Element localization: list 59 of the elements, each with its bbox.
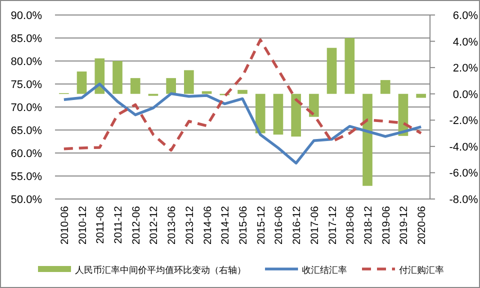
y2-tick-label: -6.0% — [449, 168, 478, 180]
bar — [416, 94, 426, 98]
x-tick-label: 2014-12 — [220, 206, 232, 245]
legend-label: 收汇结汇率 — [302, 265, 347, 275]
bar — [326, 48, 337, 94]
x-tick-label: 2015-12 — [255, 206, 268, 245]
x-tick-label: 2017-06 — [308, 206, 321, 245]
x-tick-label: 2010-12 — [76, 206, 89, 245]
bar — [273, 94, 284, 135]
bar — [344, 38, 355, 94]
x-tick-label: 2016-12 — [291, 206, 304, 245]
x-tick-label: 2018-12 — [362, 206, 374, 245]
bar — [202, 91, 212, 94]
y2-tick-label: -4.0% — [449, 141, 478, 154]
line-series — [62, 38, 422, 152]
legend-label: 付汇购汇率 — [399, 265, 444, 275]
x-tick-label: 2015-06 — [238, 206, 250, 245]
y-tick-label: 75.0% — [10, 79, 42, 91]
x-tick-label: 2011-12 — [112, 206, 124, 244]
bar — [76, 72, 87, 94]
x-tick-label: 2010-06 — [58, 206, 71, 245]
y-tick-label: 80.0% — [10, 56, 42, 68]
bar — [238, 90, 248, 94]
y2-tick-label: 6.0% — [452, 10, 478, 22]
bar — [184, 70, 194, 94]
bar — [112, 61, 122, 94]
bar — [309, 94, 319, 117]
y2-tick-label: -2.0% — [449, 115, 478, 128]
x-tick-label: 2013-12 — [184, 206, 196, 245]
bar — [255, 94, 266, 134]
y2-tick-label: 4.0% — [452, 36, 478, 48]
x-tick-label: 2017-12 — [326, 206, 339, 245]
bar — [291, 94, 301, 137]
x-tick-label: 2012-12 — [148, 206, 160, 245]
y-tick-label: 65.0% — [10, 125, 42, 137]
y2-tick-label: -8.0% — [449, 194, 478, 206]
y-tick-label: 60.0% — [10, 148, 42, 160]
y-tick-label: 50.0% — [10, 194, 42, 206]
y-tick-label: 55.0% — [10, 171, 42, 183]
x-tick-label: 2019-06 — [380, 206, 392, 245]
y-tick-label: 85.0% — [10, 33, 42, 45]
legend-label: 人民币汇率中间价平均值环比变动（右轴） — [75, 265, 246, 275]
x-tick-label: 2016-06 — [273, 206, 286, 245]
x-tick-label: 2011-06 — [94, 206, 107, 244]
bar — [362, 94, 372, 186]
x-tick-label: 2013-06 — [166, 206, 178, 245]
bar — [380, 80, 390, 94]
line-series — [62, 82, 422, 164]
x-tick-label: 2020-06 — [416, 206, 428, 245]
y2-tick-label: 2.0% — [452, 62, 478, 75]
y2-tick-label: 0.0% — [452, 88, 478, 101]
x-tick-label: 2014-06 — [202, 206, 214, 245]
x-tick-label: 2012-06 — [130, 206, 142, 245]
x-tick-label: 2019-12 — [398, 206, 410, 245]
x-tick-label: 2018-06 — [344, 206, 357, 245]
y-tick-label: 70.0% — [10, 102, 42, 114]
y-tick-label: 90.0% — [10, 10, 42, 22]
bar — [166, 78, 176, 94]
bar — [130, 78, 140, 94]
